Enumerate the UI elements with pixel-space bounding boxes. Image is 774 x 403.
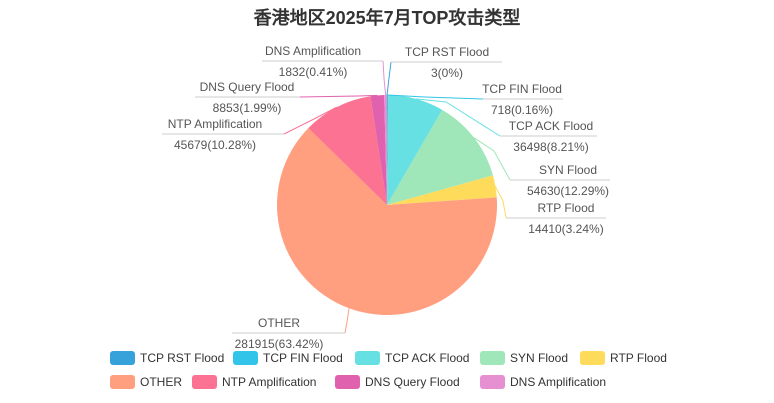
legend-swatch[interactable] [335,375,360,389]
pie-slice-other[interactable] [277,128,498,316]
label-line-rtp-flood [494,186,507,219]
slice-label-name: DNS Amplification [265,44,361,58]
legend-item-syn-flood[interactable]: SYN Flood [480,351,568,365]
legend-item-rtp-flood[interactable]: RTP Flood [580,351,667,365]
pie-slice-dns-amplification[interactable] [384,95,387,205]
legend-item-ntp-amplification[interactable]: NTP Amplification [192,375,316,389]
slice-label-value: 3(0%) [431,66,463,80]
label-line-dns-amplification [382,60,387,96]
legend-label[interactable]: SYN Flood [510,351,568,365]
legend-label[interactable]: DNS Query Flood [365,375,460,389]
legend-swatch[interactable] [580,351,605,365]
legend-swatch[interactable] [355,351,380,365]
pie-slice-tcp-fin-flood[interactable] [387,95,389,205]
legend-label[interactable]: TCP FIN Flood [263,351,343,365]
slice-label-name: NTP Amplification [168,117,262,131]
legend-swatch[interactable] [110,351,135,365]
label-line-ntp-amplification [283,106,338,135]
legend-swatch[interactable] [233,351,258,365]
slice-label-value: 718(0.16%) [491,103,553,117]
legend-item-dns-query-flood[interactable]: DNS Query Flood [335,375,460,389]
slice-label-value: 281915(63.42%) [235,337,324,351]
pie-slice-tcp-ack-flood[interactable] [387,95,443,205]
slice-label-value: 36498(8.21%) [513,140,588,154]
legend-swatch[interactable] [192,375,217,389]
slice-label-name: TCP ACK Flood [509,119,593,133]
label-line-tcp-ack-flood [416,98,501,137]
slice-label-name: SYN Flood [539,163,597,177]
legend-item-dns-amplification[interactable]: DNS Amplification [480,375,606,389]
pie-slices [277,95,498,316]
slice-label-value: 8853(1.99%) [213,101,282,115]
pie-labels: TCP RST Flood 3(0%) TCP FIN Flood 718(0.16%… [162,44,610,351]
legend-item-other[interactable]: OTHER [110,375,182,389]
slice-label-name: TCP RST Flood [405,45,489,59]
slice-label-name: RTP Flood [538,201,595,215]
slice-label-value: 54630(12.29%) [527,184,609,198]
slice-label-value: 1832(0.41%) [279,65,348,79]
label-line-tcp-rst-flood [386,61,392,96]
slice-label-name: TCP FIN Flood [482,82,562,96]
pie-slice-ntp-amplification[interactable] [308,96,387,205]
legend-label[interactable]: TCP ACK Flood [385,351,469,365]
legend-swatch[interactable] [110,375,135,389]
legend-label[interactable]: OTHER [140,375,182,389]
slice-label-value: 14410(3.24%) [528,222,603,236]
slice-label-value: 45679(10.28%) [174,138,256,152]
legend-label[interactable]: RTP Flood [610,351,667,365]
legend-label[interactable]: DNS Amplification [510,375,606,389]
slice-label-name: DNS Query Flood [200,80,295,94]
label-line-other [344,308,350,334]
label-line-tcp-fin-flood [387,94,484,100]
chart-title: 香港地区2025年7月TOP攻击类型 [253,7,521,28]
legend-swatch[interactable] [480,351,505,365]
legend-item-tcp-fin-flood[interactable]: TCP FIN Flood [233,351,343,365]
label-line-dns-query-flood [299,94,378,98]
slice-label-name: OTHER [258,316,300,330]
pie-slice-dns-query-flood[interactable] [370,95,387,205]
legend-item-tcp-ack-flood[interactable]: TCP ACK Flood [355,351,469,365]
label-line-syn-flood [473,137,511,181]
legend-label[interactable]: NTP Amplification [222,375,316,389]
legend: TCP RST Flood TCP FIN Flood TCP ACK Flood S… [110,351,667,389]
legend-swatch[interactable] [480,375,505,389]
legend-label[interactable]: TCP RST Flood [140,351,224,365]
pie-slice-rtp-flood[interactable] [387,175,497,205]
legend-item-tcp-rst-flood[interactable]: TCP RST Flood [110,351,224,365]
pie-slice-syn-flood[interactable] [387,109,493,205]
